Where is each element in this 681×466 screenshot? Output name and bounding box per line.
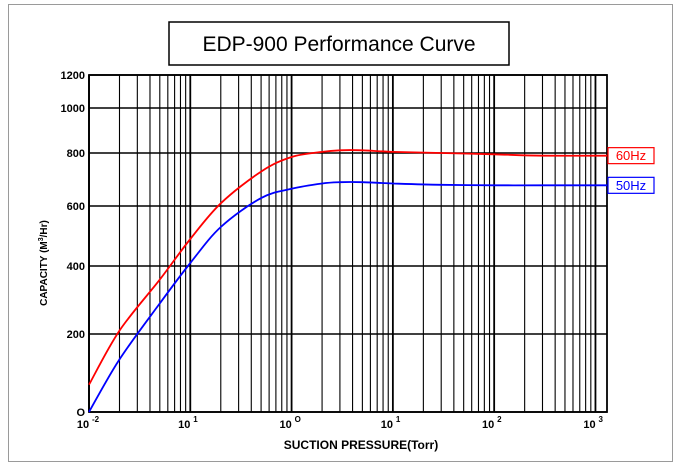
legend-label-50hz: 50Hz xyxy=(616,178,646,193)
y-tick-label: 600 xyxy=(67,201,85,213)
x-tick-labels: 10 -2 10 1 10 O 10 1 10 2 10 3 xyxy=(77,415,604,431)
chart-frame: EDP-900 Performance Curve O 200 400 600 800 1… xyxy=(8,4,673,462)
y-axis-title-sup: 3 xyxy=(38,237,45,241)
legend-box-60hz xyxy=(607,147,655,165)
x-tick-label: 10 xyxy=(178,419,190,431)
legend-box-50hz xyxy=(607,176,655,194)
x-tick-label: 10 xyxy=(583,419,595,431)
chart-svg: EDP-900 Performance Curve O 200 400 600 800 1… xyxy=(38,21,655,452)
chart-title: EDP-900 Performance Curve xyxy=(202,33,475,56)
x-tick-label: 10 xyxy=(381,419,393,431)
y-axis-title-base: CAPACITY (M xyxy=(39,241,50,306)
legend: 60Hz 50Hz xyxy=(607,147,655,194)
series-line-60hz xyxy=(88,149,608,386)
y-tick-label: 400 xyxy=(67,261,85,273)
y-tick-label: 200 xyxy=(67,329,85,341)
y-tick-label: 800 xyxy=(67,148,85,160)
title-box xyxy=(168,21,510,66)
x-tick-exponent: 1 xyxy=(396,415,401,424)
y-tick-label: 1000 xyxy=(61,103,85,115)
x-tick-exponent: 1 xyxy=(193,415,198,424)
x-tick-exponent: 2 xyxy=(497,415,502,424)
x-tick-exponent: 3 xyxy=(598,415,603,424)
y-axis-title-tail: /Hr) xyxy=(39,220,50,237)
y-tick-labels: O 200 400 600 800 1000 1200 xyxy=(61,70,86,419)
y-tick-label: O xyxy=(76,407,85,419)
x-axis-title: SUCTION PRESSURE(Torr) xyxy=(284,438,438,452)
x-tick-exponent: -2 xyxy=(92,415,100,424)
x-tick-label: 10 xyxy=(77,419,89,431)
plot-border xyxy=(88,74,608,413)
x-tick-exponent: O xyxy=(295,415,301,424)
y-axis-title: CAPACITY (M3/Hr) xyxy=(38,220,50,306)
x-tick-label: 10 xyxy=(279,419,291,431)
x-tick-label: 10 xyxy=(482,419,494,431)
series-layer xyxy=(88,149,608,413)
y-tick-label: 1200 xyxy=(61,70,85,82)
series-line-50hz xyxy=(88,181,607,413)
grid xyxy=(88,74,608,413)
legend-label-60hz: 60Hz xyxy=(616,148,646,163)
